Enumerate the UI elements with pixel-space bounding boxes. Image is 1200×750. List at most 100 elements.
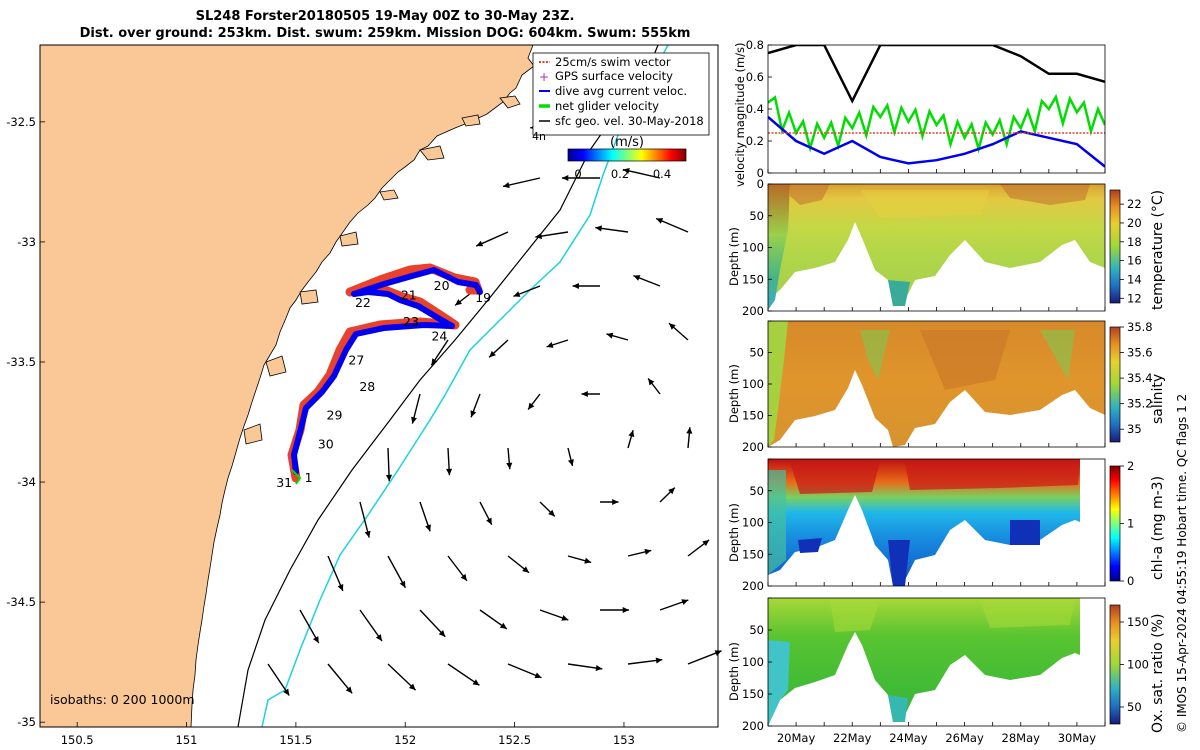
colorbar-tick-label: 1 [1127, 517, 1134, 531]
current-arrow [447, 663, 480, 686]
colorbar-tick-label: 2 [1127, 459, 1134, 473]
colorbar-tick-label: 16 [1127, 254, 1142, 268]
current-arrowhead [460, 573, 467, 581]
current-arrowhead [612, 498, 619, 506]
current-arrow [359, 609, 383, 642]
colorbar-tick-label: 18 [1127, 235, 1142, 249]
current-arrowhead [535, 233, 543, 240]
map-colorbar-tick: 0.4 [653, 167, 671, 181]
current-arrowhead [546, 342, 554, 348]
current-arrowhead [681, 599, 689, 605]
current-arrowhead [506, 462, 513, 470]
current-arrow [622, 168, 661, 179]
current-arrowhead [411, 416, 417, 424]
current-arrow [327, 555, 344, 592]
current-arrowhead [425, 524, 431, 532]
oxygen-section: 50 100 150 200 [742, 597, 1106, 733]
current-arrowhead [489, 350, 496, 358]
velocity-panel: 0 0.2 0.4 0.6 0.8 [746, 38, 1106, 180]
colorbar-tick-label: 12 [1127, 291, 1142, 305]
plus-marker-icon: + [539, 70, 549, 84]
current-arrowhead [668, 323, 676, 330]
map-xtick-label: 153 [613, 733, 635, 747]
velocity-tick-label: 0 [757, 166, 764, 180]
oxygen-depth-label: Depth (m) [727, 642, 741, 701]
temperature-field [768, 184, 1105, 306]
track-day-label: 23 [403, 314, 419, 329]
current-arrowhead [668, 487, 675, 495]
current-arrowhead [581, 390, 588, 398]
salinity-colorbar-label: salinity [1150, 373, 1166, 424]
depth-tick-label: 150 [742, 409, 764, 423]
track-day-label: 27 [348, 352, 364, 367]
current-arrowhead [572, 282, 579, 290]
track-day-label: 31 [276, 475, 292, 490]
depth-tick-label: 50 [749, 346, 764, 360]
temperature-section: 0 50 100 150 200 [742, 177, 1106, 318]
credit-text: © IMOS 15-Apr-2024 04:55:19 Hobart time.… [1175, 393, 1189, 733]
colorbar-tick-label: 35.2 [1127, 397, 1153, 411]
date-tick-label: 30May [1058, 731, 1097, 745]
date-tick-label: 28May [1002, 731, 1041, 745]
depth-tick-label: 50 [749, 623, 764, 637]
current-arrowhead [364, 530, 371, 538]
current-arrowhead [528, 402, 535, 410]
legend-extra-text: 4n [532, 130, 546, 143]
current-arrowhead [399, 580, 406, 588]
current-arrowhead [622, 606, 629, 614]
colorbar-tick-label: 150 [1127, 615, 1149, 629]
current-arrowhead [584, 557, 592, 564]
map-xtick-label: 151.5 [279, 733, 312, 747]
map-ytick-label: -35 [17, 715, 36, 729]
current-arrowhead [486, 517, 492, 525]
map-colorbar: (m/s) 0 0.2 0.4 [567, 135, 687, 181]
velocity-axes-frame [767, 44, 1106, 174]
velocity-series-line [768, 116, 1105, 168]
velocity-series-line [768, 45, 1105, 104]
date-axis: 20May 22May 24May 26May 28May 30May [777, 731, 1096, 745]
current-arrow [387, 663, 417, 691]
current-arrowhead [686, 427, 693, 434]
depth-tick-label: 150 [742, 687, 764, 701]
depth-tick-label: 100 [742, 377, 764, 391]
velocity-series-line [768, 93, 1105, 154]
oxygen-axes: 50 100 150 200 [742, 597, 1106, 733]
legend-item-gps: GPS surface velocity [555, 69, 673, 83]
track-day-label: 30 [318, 436, 334, 451]
track-day-label: 22 [355, 295, 371, 310]
current-arrowhead [499, 622, 507, 629]
map-colorbar-tick: 0 [574, 167, 581, 181]
depth-tick-label: 100 [742, 241, 764, 255]
current-arrowhead [455, 299, 462, 306]
depth-tick-label: 150 [742, 272, 764, 286]
chla-colorbar-label: chl-a (mg m-3) [1150, 475, 1166, 580]
colorbar-tick-label: 20 [1127, 216, 1142, 230]
map-axes-frame [39, 44, 719, 728]
chart-title-line2: Dist. over ground: 253km. Dist. swum: 25… [79, 26, 691, 41]
colorbar-tick-label: 35 [1127, 422, 1142, 436]
velocity-tick-label: 0.6 [746, 70, 764, 84]
current-arrowhead [606, 332, 614, 339]
oxygen-colorbar-label: Ox. sat. ratio (%) [1150, 613, 1166, 733]
current-arrowhead [502, 182, 510, 189]
track-day-label: 20 [434, 278, 450, 293]
map-ytick-label: -33.5 [6, 355, 36, 369]
depth-tick-label: 150 [742, 547, 764, 561]
salinity-depth-label: Depth (m) [727, 364, 741, 423]
current-arrowhead [628, 430, 635, 438]
current-arrowhead [408, 683, 416, 691]
current-arrowhead [283, 688, 290, 696]
depth-tick-label: 100 [742, 516, 764, 530]
date-tick-label: 22May [833, 731, 872, 745]
date-tick-label: 24May [889, 731, 928, 745]
colorbar-tick-label: 22 [1127, 197, 1142, 211]
current-arrowhead [648, 378, 655, 386]
current-arrowhead [438, 630, 446, 637]
velocity-tick-label: 0.8 [746, 38, 764, 52]
current-arrowhead [644, 548, 652, 555]
current-arrowhead [375, 634, 382, 642]
date-tick-label: 20May [777, 731, 816, 745]
current-arrowhead [522, 566, 530, 573]
track-day-label: 24 [431, 328, 447, 343]
